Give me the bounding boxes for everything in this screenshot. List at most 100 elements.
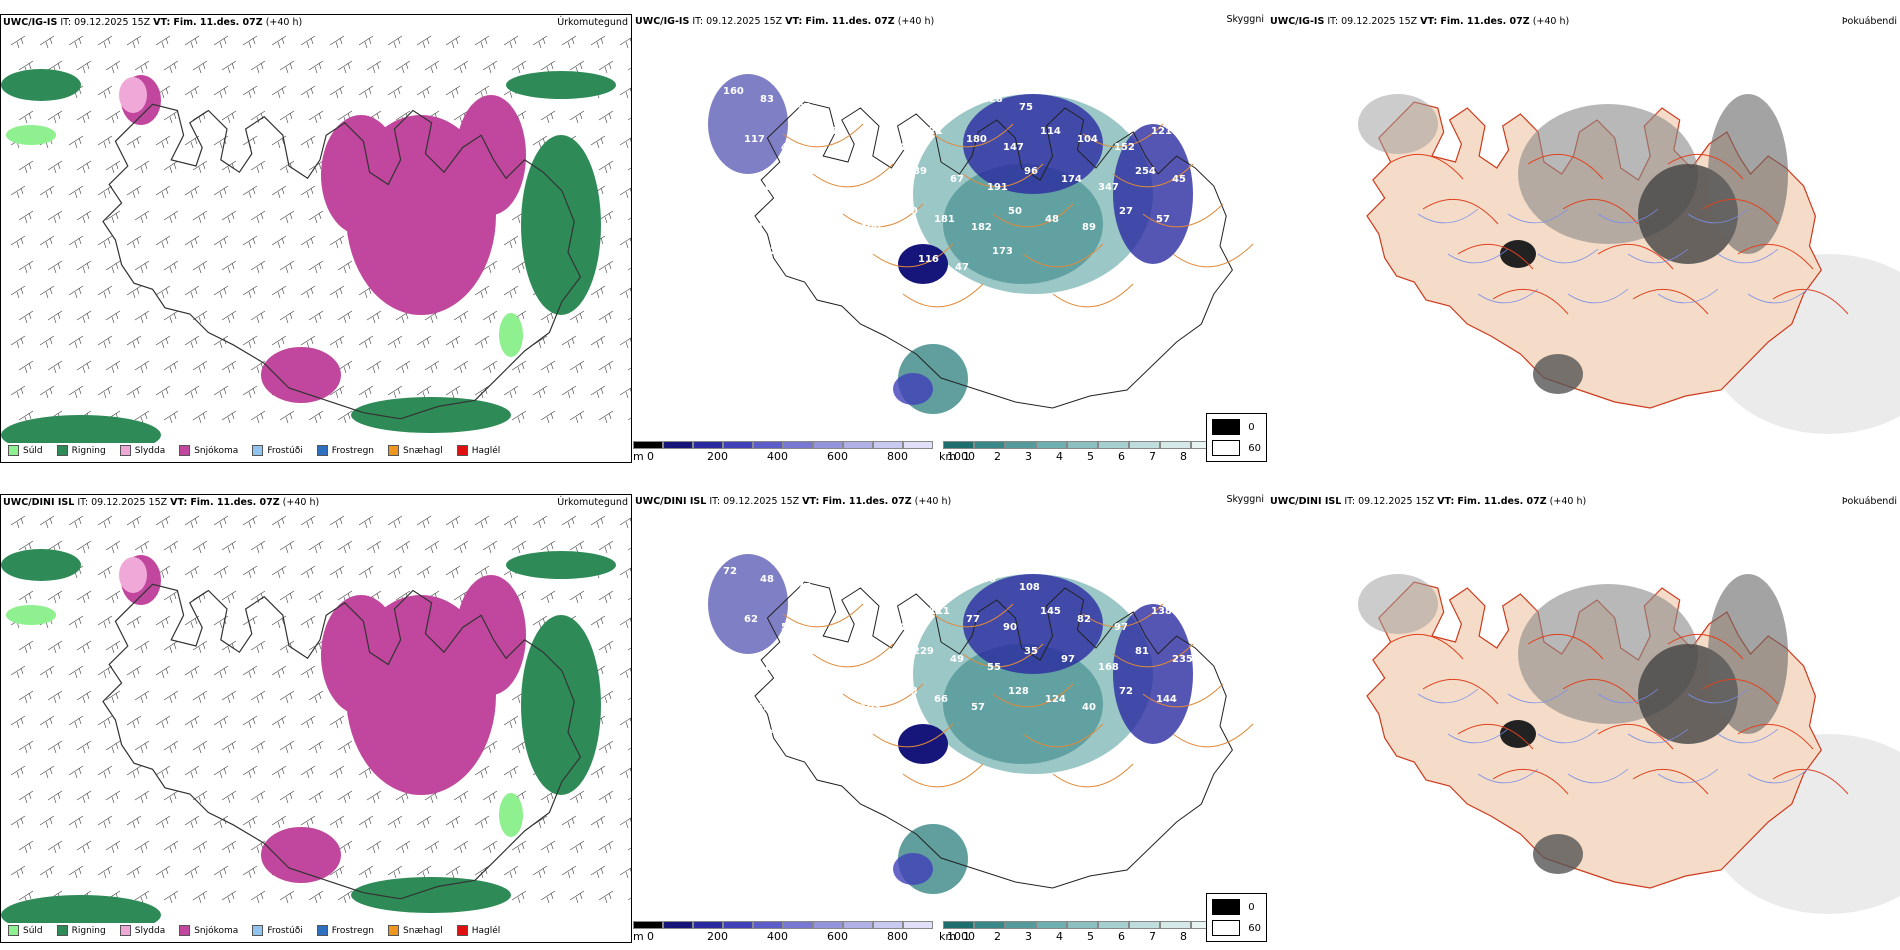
colorbar-tick-km: 6 bbox=[1118, 930, 1125, 943]
init-time-label: IT: bbox=[1344, 496, 1356, 507]
legend-label: Rigning bbox=[71, 925, 106, 936]
visibility-value-label: 254 bbox=[1135, 166, 1156, 177]
precip-legend: Súld Rigning Slydda Snjókoma Frostúði Frostre… bbox=[5, 443, 504, 458]
visibility-value-label: 104 bbox=[1077, 134, 1098, 145]
lead-time: (+40 h) bbox=[282, 497, 320, 508]
colorbar-cell bbox=[903, 441, 933, 449]
legend-label: Snjókoma bbox=[194, 925, 239, 936]
visibility-value-label: 347 bbox=[1098, 182, 1119, 193]
visibility-value-label: 63 bbox=[765, 182, 779, 193]
legend-item: Haglél bbox=[456, 925, 500, 936]
precip-type-panel: UWC/DINI ISL IT: 09.12.2025 15Z VT: Fim.… bbox=[0, 494, 632, 943]
fog-legend-swatch bbox=[1212, 440, 1241, 456]
colorbar-tick-km: 7 bbox=[1149, 450, 1156, 463]
colorbar-tick-m: 0 bbox=[647, 930, 654, 943]
visibility-value-label: 97 bbox=[1114, 622, 1128, 633]
model-name: UWC/DINI ISL bbox=[3, 497, 75, 508]
visibility-value-label: 147 bbox=[1003, 142, 1024, 153]
init-time-value: 09.12.2025 15Z bbox=[1358, 496, 1435, 507]
model-name: UWC/IG-IS bbox=[1270, 16, 1325, 27]
visibility-value-label: 90 bbox=[1003, 622, 1017, 633]
fog-legend-item: 60 bbox=[1212, 920, 1261, 936]
legend-swatch bbox=[456, 445, 468, 456]
visibility-value-label: 86 bbox=[1130, 582, 1144, 593]
colorbar-tick-m: 400 bbox=[767, 450, 788, 463]
visibility-value-label: 84 bbox=[765, 662, 779, 673]
legend-label: Frostregn bbox=[331, 445, 375, 456]
legend-item: Frostregn bbox=[316, 445, 375, 456]
visibility-value-label: 97 bbox=[1061, 654, 1075, 665]
panel-parameter-name: Úrkomutegund bbox=[557, 497, 628, 508]
visibility-value-label: 168 bbox=[1098, 662, 1119, 673]
precip-type-panel: UWC/IG-IS IT: 09.12.2025 15Z VT: Fim. 11… bbox=[0, 14, 632, 463]
colorbar-tick-m: 1000 bbox=[947, 450, 975, 463]
visibility-value-label: 103 bbox=[860, 702, 881, 713]
fog-indicator-panel: UWC/IG-IS IT: 09.12.2025 15Z VT: Fim. 11… bbox=[1268, 14, 1900, 463]
colorbar-unit-km: km bbox=[939, 450, 957, 463]
legend-swatch bbox=[179, 925, 191, 936]
visibility-value-label: 70 bbox=[1056, 566, 1070, 577]
visibility-value-label: 95 bbox=[728, 174, 742, 185]
fog-legend-swatch bbox=[1212, 920, 1241, 936]
colorbar-cell bbox=[873, 441, 903, 449]
colorbar-cell bbox=[1005, 921, 1036, 929]
colorbar-tick-km: 5 bbox=[1087, 450, 1094, 463]
legend-label: Snæhagl bbox=[403, 925, 443, 936]
fog-indicator-panel: UWC/DINI ISL IT: 09.12.2025 15Z VT: Fim.… bbox=[1268, 494, 1900, 943]
visibility-panel: UWC/IG-IS IT: 09.12.2025 15Z VT: Fim. 11… bbox=[633, 14, 1267, 463]
fog-legend-swatch bbox=[1212, 899, 1241, 915]
legend-item: Slydda bbox=[119, 445, 165, 456]
visibility-value-label: 192 bbox=[786, 686, 807, 697]
visibility-value-label: 130 bbox=[897, 206, 918, 217]
fog-legend-label: 60 bbox=[1248, 922, 1261, 934]
visibility-value-label: 66 bbox=[934, 694, 948, 705]
panel-parameter-name: Skyggni bbox=[1226, 494, 1264, 505]
colorbar-cell bbox=[813, 441, 843, 449]
visibility-value-label: 124 bbox=[1045, 694, 1066, 705]
visibility-value-label: 47 bbox=[955, 262, 969, 273]
visibility-value-label: 142 bbox=[823, 214, 844, 225]
legend-swatch bbox=[119, 445, 131, 456]
valid-time-value: Fim. 11.des. 07Z bbox=[822, 496, 912, 507]
visibility-value-label: 77 bbox=[966, 614, 980, 625]
panel-parameter-name: Þokuábendi bbox=[1841, 496, 1897, 507]
visibility-value-label: 191 bbox=[987, 182, 1008, 193]
fog-legend-item: 0 bbox=[1212, 899, 1261, 915]
visibility-value-label: 67 bbox=[950, 174, 964, 185]
legend-label: Súld bbox=[23, 925, 43, 936]
init-time-value: 09.12.2025 15Z bbox=[1341, 16, 1418, 27]
valid-time-value: Fim. 11.des. 07Z bbox=[1440, 16, 1530, 27]
visibility-value-label: 45 bbox=[1172, 174, 1186, 185]
panel-title: UWC/IG-IS IT: 09.12.2025 15Z VT: Fim. 11… bbox=[635, 16, 934, 27]
panel-title: UWC/IG-IS IT: 09.12.2025 15Z VT: Fim. 11… bbox=[3, 17, 302, 28]
colorbar-cell bbox=[1005, 441, 1036, 449]
colorbar-cell bbox=[974, 921, 1005, 929]
colorbar-cell bbox=[783, 921, 813, 929]
visibility-value-label: 116 bbox=[918, 254, 939, 265]
panel-parameter-name: Skyggni bbox=[1226, 14, 1264, 25]
legend-item: Snjókoma bbox=[179, 445, 238, 456]
colorbar-tick-m: 800 bbox=[887, 450, 908, 463]
visibility-value-label: 152 bbox=[1114, 142, 1135, 153]
visibility-value-label: 54 bbox=[844, 262, 858, 273]
visibility-value-label: 58 bbox=[1056, 86, 1070, 97]
visibility-value-label: 180 bbox=[966, 134, 987, 145]
colorbar-tick-m: 400 bbox=[767, 930, 788, 943]
legend-item: Frostregn bbox=[316, 925, 374, 936]
precip-legend: Súld Rigning Slydda Snjókoma Frostúði Frostre… bbox=[5, 923, 504, 938]
fog-legend-label: 0 bbox=[1248, 901, 1255, 913]
panel-parameter-name: Þokuábendi bbox=[1841, 16, 1897, 27]
visibility-value-label: 121 bbox=[1151, 126, 1172, 137]
colorbar-cell bbox=[1160, 441, 1191, 449]
init-time-label: IT: bbox=[77, 497, 89, 508]
colorbar-tick-km: 2 bbox=[994, 450, 1001, 463]
legend-swatch bbox=[179, 445, 191, 456]
colorbar-cell bbox=[1160, 921, 1191, 929]
legend-label: Frostúði bbox=[267, 445, 303, 456]
fog-legend-label: 0 bbox=[1248, 421, 1255, 433]
init-time-label: IT: bbox=[692, 16, 704, 27]
visibility-value-label: 128 bbox=[982, 94, 1003, 105]
visibility-value-label: 54 bbox=[892, 622, 906, 633]
visibility-value-label: 138 bbox=[1151, 606, 1172, 617]
legend-item: Snæhagl bbox=[388, 925, 443, 936]
